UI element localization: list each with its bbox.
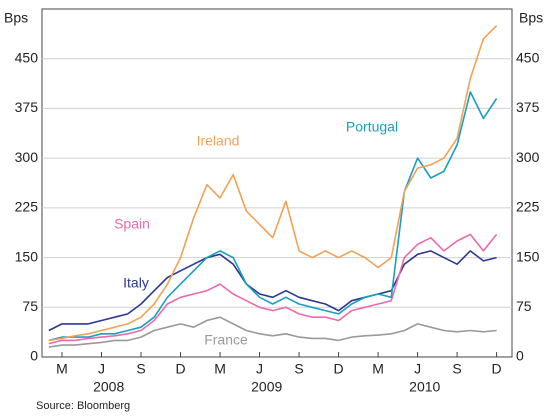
series-label: Spain: [114, 216, 150, 232]
series-line: [48, 25, 498, 342]
y2-axis-label: Bps: [519, 10, 543, 26]
plot-frame: [41, 8, 513, 358]
x-tick-label: S: [136, 361, 145, 377]
x-tick-label: S: [294, 361, 303, 377]
y-tick-label: 150: [15, 248, 39, 264]
y-tick-label: 450: [15, 49, 39, 65]
y2-tick-label: 450: [516, 49, 540, 65]
x-tick-label: J: [256, 361, 263, 377]
x-tick-label: S: [452, 361, 461, 377]
y2-tick-label: 150: [516, 248, 540, 264]
x-tick-label: M: [56, 361, 68, 377]
y2-tick-label: 0: [516, 348, 524, 364]
series-label: France: [204, 332, 248, 348]
y2-tick-label: 75: [516, 298, 532, 314]
y-axis-label: Bps: [4, 10, 28, 26]
series-line: [48, 316, 497, 348]
y-tick-label: 300: [15, 149, 39, 165]
y2-tick-label: 300: [516, 149, 540, 165]
series-label: Italy: [123, 275, 149, 291]
series-line: [48, 250, 497, 332]
series-line: [48, 233, 498, 345]
year-label: 2010: [409, 379, 440, 395]
y2-tick-label: 375: [516, 99, 540, 115]
y2-tick-label: 225: [516, 199, 540, 215]
year-label: 2009: [251, 379, 282, 395]
x-tick-label: M: [214, 361, 226, 377]
series-label: Portugal: [346, 119, 398, 135]
y-tick-label: 0: [30, 348, 38, 364]
x-tick-label: J: [414, 361, 421, 377]
series-label: Ireland: [197, 133, 240, 149]
x-tick-label: J: [98, 361, 105, 377]
x-tick-label: D: [492, 361, 502, 377]
x-tick-label: D: [334, 361, 344, 377]
y-tick-label: 375: [15, 99, 39, 115]
year-label: 2008: [93, 379, 124, 395]
x-tick-label: M: [372, 361, 384, 377]
source-note: Source: Bloomberg: [36, 400, 130, 412]
x-tick-label: D: [175, 361, 185, 377]
y-tick-label: 225: [15, 199, 39, 215]
y-tick-label: 75: [22, 298, 38, 314]
series-line: [48, 91, 498, 342]
